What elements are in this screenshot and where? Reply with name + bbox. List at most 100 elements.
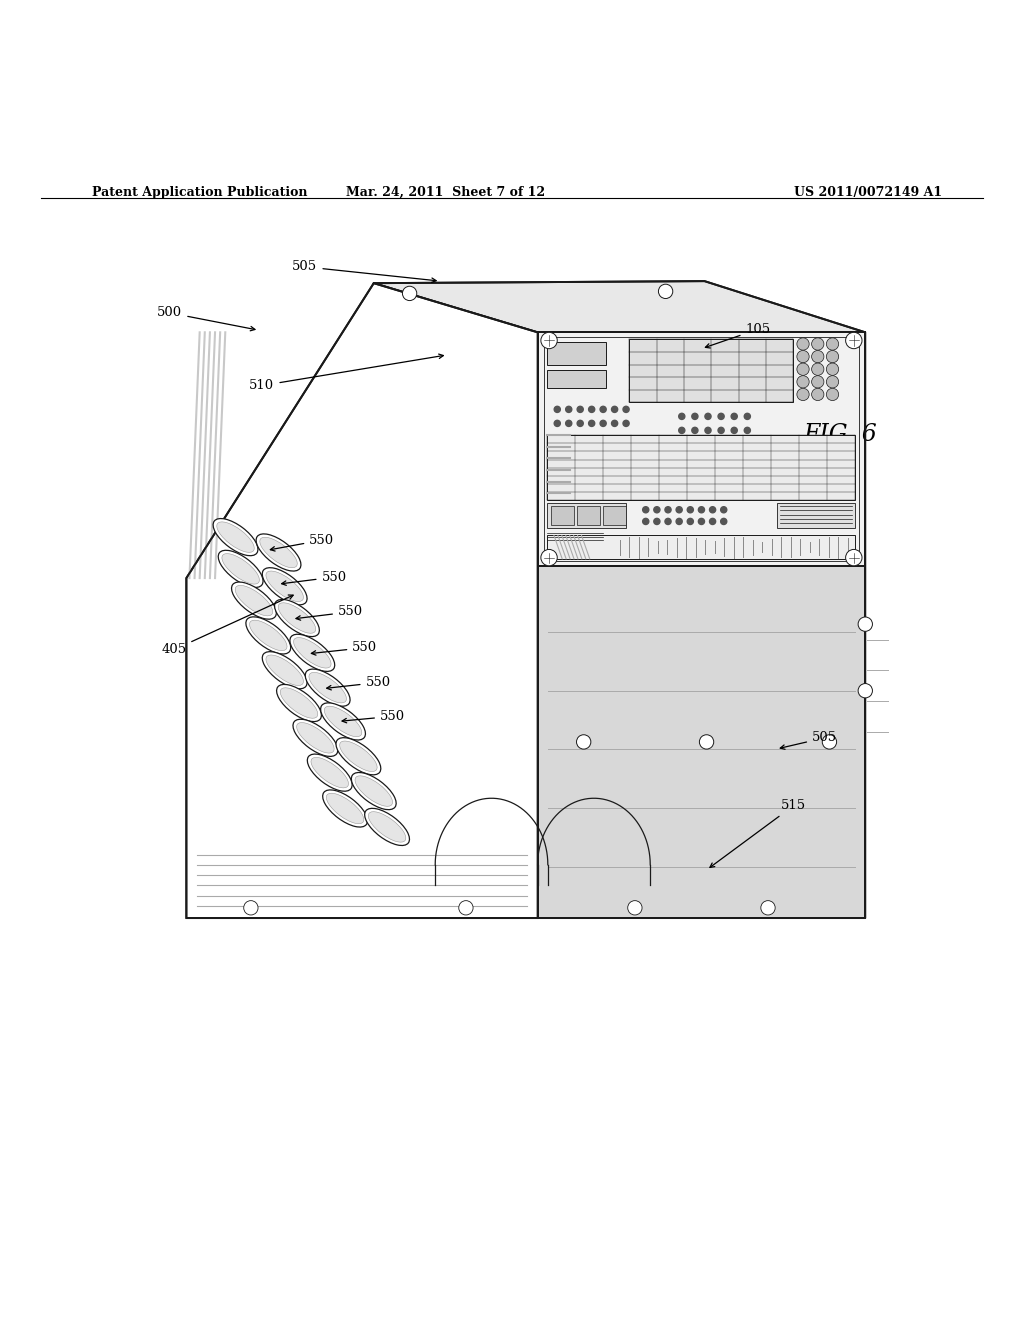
Circle shape [679,428,685,433]
Circle shape [721,507,727,513]
Circle shape [589,420,595,426]
Ellipse shape [293,719,338,756]
Circle shape [653,519,659,524]
Polygon shape [577,507,600,525]
Circle shape [797,376,809,388]
Text: 550: 550 [270,533,335,550]
Polygon shape [548,503,626,528]
Circle shape [578,420,584,426]
Circle shape [577,735,591,748]
Circle shape [244,900,258,915]
Polygon shape [603,507,626,525]
Circle shape [826,363,839,375]
Text: Patent Application Publication: Patent Application Publication [92,186,307,199]
Polygon shape [777,503,855,528]
Ellipse shape [369,812,406,842]
Circle shape [611,420,617,426]
Circle shape [676,507,682,513]
Circle shape [826,350,839,363]
Circle shape [718,428,724,433]
Circle shape [812,376,824,388]
Circle shape [698,519,705,524]
Circle shape [822,735,837,748]
Ellipse shape [351,772,396,809]
Text: 550: 550 [327,676,391,690]
Ellipse shape [217,521,254,552]
Ellipse shape [290,634,335,672]
Ellipse shape [294,638,331,668]
Circle shape [846,549,862,566]
Circle shape [812,388,824,400]
Ellipse shape [323,789,368,828]
Text: 505: 505 [292,260,436,282]
Ellipse shape [262,652,307,689]
Ellipse shape [276,685,322,722]
Text: 405: 405 [161,595,293,656]
Circle shape [731,413,737,420]
Circle shape [589,407,595,412]
Ellipse shape [213,519,258,556]
Text: US 2011/0072149 A1: US 2011/0072149 A1 [794,186,942,199]
Circle shape [643,519,649,524]
Ellipse shape [297,722,334,752]
Circle shape [858,684,872,698]
Polygon shape [538,333,865,566]
Circle shape [554,420,560,426]
Circle shape [679,413,685,420]
Circle shape [600,420,606,426]
Polygon shape [548,536,855,558]
Text: 505: 505 [780,731,838,750]
Ellipse shape [266,655,303,685]
Ellipse shape [309,672,346,702]
Circle shape [797,338,809,350]
Circle shape [623,420,629,426]
Circle shape [692,428,698,433]
Circle shape [628,900,642,915]
Circle shape [797,388,809,400]
Circle shape [826,376,839,388]
Circle shape [665,519,671,524]
Circle shape [565,407,571,412]
Ellipse shape [236,585,272,616]
Circle shape [826,388,839,400]
Polygon shape [374,281,865,333]
Circle shape [658,284,673,298]
Circle shape [402,286,417,301]
Circle shape [541,549,557,566]
Circle shape [812,363,824,375]
Circle shape [744,413,751,420]
Text: 500: 500 [157,306,255,331]
Text: 550: 550 [311,642,378,655]
Ellipse shape [274,599,319,636]
Circle shape [565,420,571,426]
Text: Mar. 24, 2011  Sheet 7 of 12: Mar. 24, 2011 Sheet 7 of 12 [346,186,545,199]
Ellipse shape [365,808,410,846]
Text: 510: 510 [249,354,443,392]
Circle shape [665,507,671,513]
Circle shape [643,507,649,513]
Circle shape [676,519,682,524]
Circle shape [699,735,714,748]
Circle shape [721,519,727,524]
Circle shape [761,900,775,915]
Ellipse shape [250,620,287,651]
Circle shape [812,338,824,350]
Circle shape [826,338,839,350]
Circle shape [692,413,698,420]
Ellipse shape [355,776,392,807]
Circle shape [541,333,557,348]
Text: 105: 105 [706,323,771,348]
Ellipse shape [231,582,276,619]
Circle shape [705,413,711,420]
Circle shape [623,407,629,412]
Circle shape [797,363,809,375]
Ellipse shape [262,568,307,605]
Ellipse shape [260,537,297,568]
Polygon shape [186,284,538,917]
Circle shape [858,616,872,631]
Ellipse shape [222,553,259,583]
Polygon shape [630,339,794,403]
Polygon shape [548,342,606,366]
Circle shape [710,519,716,524]
Polygon shape [538,566,865,917]
